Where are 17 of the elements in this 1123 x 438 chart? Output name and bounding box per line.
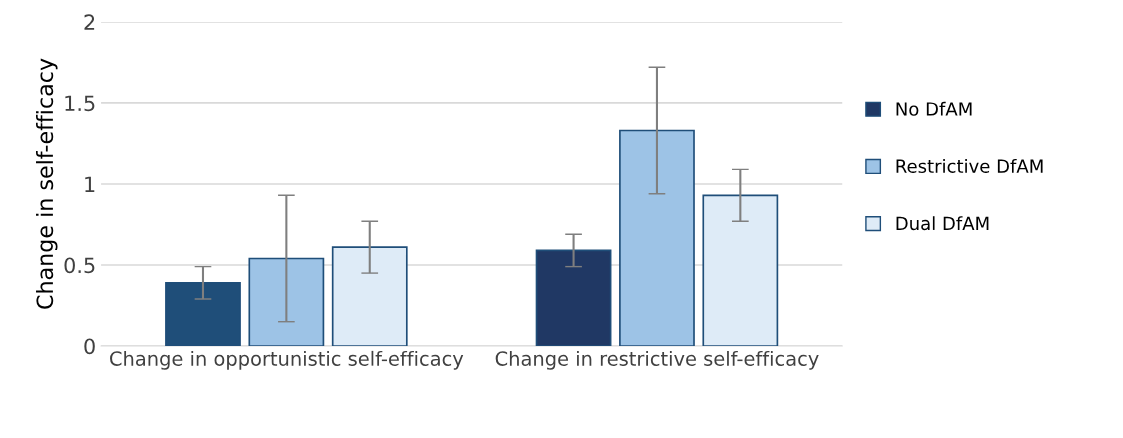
y-tick-label: 2 (84, 14, 95, 30)
bar (619, 129, 695, 347)
legend-label: Dual DfAM (896, 216, 989, 231)
y-tick-label: 1.5 (65, 95, 95, 112)
legend-label: Restrictive DfAM (896, 159, 1043, 173)
y-axis-title: Change in self-efficacy (36, 58, 58, 309)
x-tick-label: Change in opportunistic self-efficacy (110, 350, 464, 370)
y-tick-label: 1 (85, 176, 95, 192)
bar (248, 257, 325, 347)
bar (702, 194, 779, 347)
x-tick-label: Change in restrictive self-efficacy (495, 350, 819, 370)
legend-label: No DfAM (896, 101, 972, 116)
y-tick-label: 0 (84, 338, 95, 355)
bar (535, 249, 612, 347)
bar (165, 281, 241, 347)
bar (331, 246, 408, 347)
y-tick-label: 0.5 (64, 257, 95, 274)
